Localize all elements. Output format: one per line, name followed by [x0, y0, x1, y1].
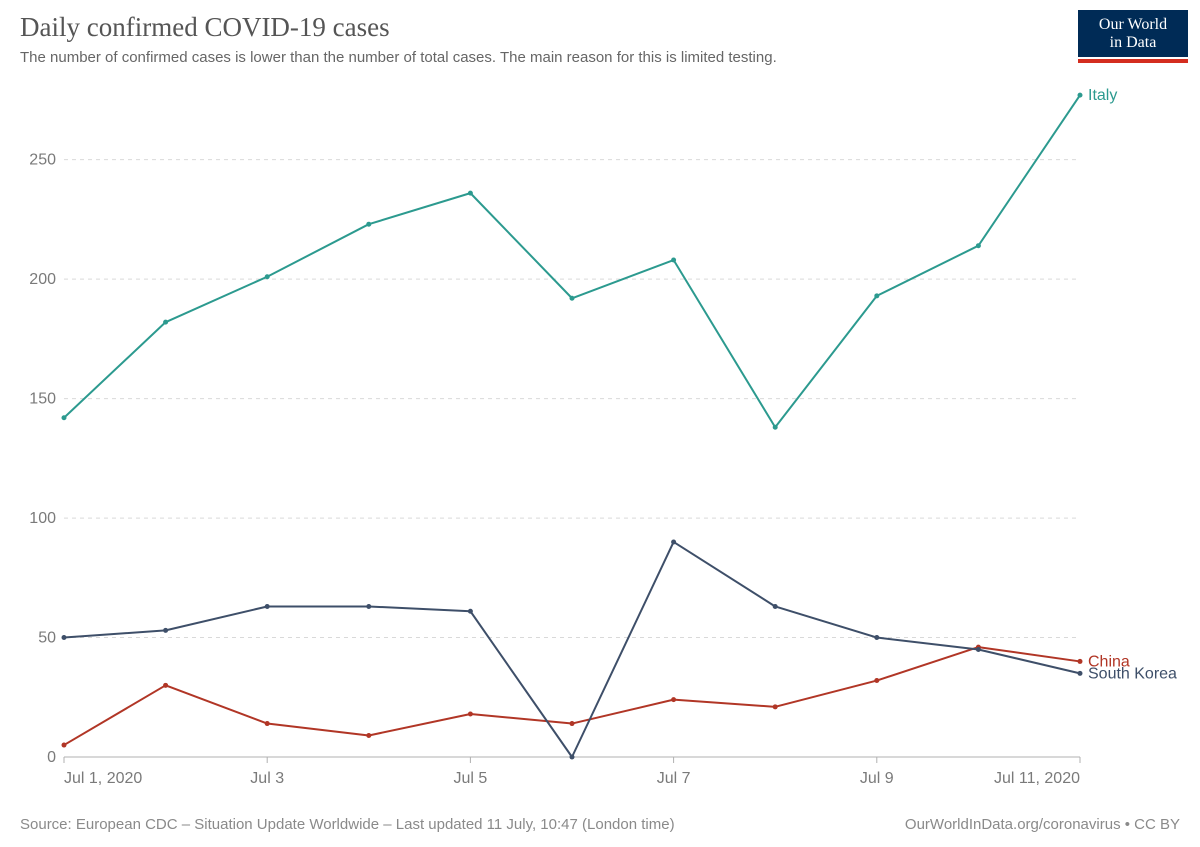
owid-logo-underline — [1078, 59, 1188, 63]
x-tick-label: Jul 9 — [860, 770, 894, 787]
series-marker-south-korea — [773, 604, 778, 609]
chart-plot-area: 0 50 100 150 200 250 Jul 1, 2020 Jul 3 Jul 5 Jul … — [20, 80, 1180, 797]
series-marker-south-korea — [570, 755, 575, 760]
series-marker-south-korea — [163, 628, 168, 633]
series-marker-italy — [976, 243, 981, 248]
series-marker-italy — [671, 258, 676, 263]
series-marker-south-korea — [1078, 671, 1083, 676]
series-marker-south-korea — [671, 539, 676, 544]
series-marker-italy — [265, 274, 270, 279]
series-marker-south-korea — [366, 604, 371, 609]
series-marker-south-korea — [468, 609, 473, 614]
owid-logo-line1: Our World — [1078, 16, 1188, 34]
series-marker-italy — [570, 296, 575, 301]
x-tick-label: Jul 3 — [250, 770, 284, 787]
series-marker-china — [1078, 659, 1083, 664]
x-tick-label: Jul 7 — [657, 770, 691, 787]
series-marker-china — [570, 721, 575, 726]
y-tick-label: 150 — [29, 391, 56, 408]
series-marker-south-korea — [265, 604, 270, 609]
series-marker-south-korea — [62, 635, 67, 640]
y-tick-label: 200 — [29, 271, 56, 288]
series-marker-china — [773, 704, 778, 709]
y-tick-label: 0 — [47, 749, 56, 766]
series-marker-italy — [468, 191, 473, 196]
series-marker-south-korea — [976, 647, 981, 652]
chart-header: Daily confirmed COVID-19 cases The numbe… — [20, 12, 1180, 66]
chart-subtitle: The number of confirmed cases is lower t… — [20, 49, 1180, 66]
chart-attribution: OurWorldInData.org/coronavirus • CC BY — [905, 816, 1180, 833]
y-tick-label: 100 — [29, 510, 56, 527]
x-tick-label: Jul 11, 2020 — [994, 770, 1080, 787]
series-marker-italy — [1078, 93, 1083, 98]
series-marker-south-korea — [874, 635, 879, 640]
series-marker-china — [62, 743, 67, 748]
series-label-italy: Italy — [1088, 87, 1117, 104]
series-marker-china — [366, 733, 371, 738]
series-marker-china — [874, 678, 879, 683]
owid-logo-line2: in Data — [1078, 34, 1188, 52]
chart-source: Source: European CDC – Situation Update … — [20, 816, 675, 833]
series-line-italy — [64, 95, 1080, 427]
series-marker-italy — [773, 425, 778, 430]
series-marker-italy — [163, 320, 168, 325]
series-marker-italy — [874, 293, 879, 298]
owid-logo: Our World in Data — [1078, 10, 1188, 60]
y-tick-label: 250 — [29, 152, 56, 169]
series-line-china — [64, 647, 1080, 745]
series-marker-china — [671, 697, 676, 702]
chart-svg: 0 50 100 150 200 250 Jul 1, 2020 Jul 3 Jul 5 Jul … — [20, 80, 1180, 797]
series-marker-china — [163, 683, 168, 688]
series-label-south-korea: South Korea — [1088, 665, 1177, 682]
series-marker-china — [265, 721, 270, 726]
x-tick-label: Jul 5 — [454, 770, 488, 787]
chart-footer: Source: European CDC – Situation Update … — [20, 816, 1180, 833]
series-marker-italy — [62, 415, 67, 420]
owid-logo-box: Our World in Data — [1078, 10, 1188, 57]
x-tick-label: Jul 1, 2020 — [64, 770, 142, 787]
chart-title: Daily confirmed COVID-19 cases — [20, 12, 1180, 43]
series-marker-china — [468, 711, 473, 716]
series-marker-italy — [366, 222, 371, 227]
y-tick-label: 50 — [38, 630, 56, 647]
